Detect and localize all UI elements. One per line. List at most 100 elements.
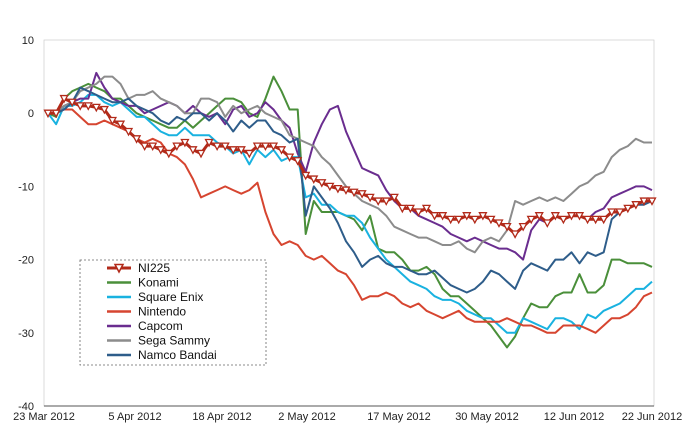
x-tick-label: 18 Apr 2012 — [192, 411, 251, 423]
legend-marker-ni225 — [113, 263, 125, 274]
data-point-ni225 — [486, 215, 496, 225]
data-point-ni225 — [236, 146, 246, 155]
y-tick-label: -10 — [18, 181, 34, 193]
data-point-ni225 — [373, 197, 383, 206]
y-tick-labels: 10 0 -10 -20 -30 -40 — [18, 35, 34, 413]
data-point-ni225 — [599, 215, 609, 225]
data-point-ni225 — [204, 138, 214, 148]
data-point-ni225 — [172, 142, 182, 152]
data-point-ni225 — [429, 212, 440, 221]
x-tick-label: 12 Jun 2012 — [544, 411, 605, 423]
data-point-ni225 — [301, 171, 311, 181]
data-point-ni225 — [293, 157, 303, 166]
data-point-ni225 — [470, 215, 480, 225]
legend-label-ni225: NI225 — [138, 261, 170, 275]
data-point-ni225 — [212, 142, 222, 152]
data-point-ni225 — [91, 103, 101, 113]
data-point-ni225 — [574, 212, 585, 221]
data-point-ni225 — [188, 146, 198, 155]
series-line-square-enix — [47, 93, 653, 334]
data-point-ni225 — [639, 197, 649, 206]
legend-label-konami: Konami — [138, 276, 179, 290]
data-point-ni225 — [478, 212, 488, 221]
data-point-ni225 — [99, 105, 109, 115]
data-point-ni225 — [607, 208, 617, 217]
data-point-ni225 — [357, 190, 367, 199]
data-point-ni225 — [518, 223, 528, 232]
x-tick-label: 17 May 2012 — [367, 411, 431, 423]
data-point-ni225 — [43, 109, 53, 119]
series-line-nintendo — [48, 108, 653, 334]
data-point-ni225 — [615, 208, 625, 217]
y-tick-label: -40 — [18, 401, 34, 413]
data-point-ni225 — [510, 230, 520, 239]
x-tick-label: 22 Jun 2012 — [622, 411, 683, 423]
legend-label-sega-sammy: Sega Sammy — [138, 334, 210, 348]
data-point-ni225 — [180, 138, 190, 148]
data-point-ni225 — [454, 215, 464, 225]
data-point-ni225 — [341, 186, 351, 195]
data-point-ni225 — [534, 212, 544, 221]
x-tick-label: 30 May 2012 — [455, 411, 519, 423]
data-point-ni225 — [494, 219, 504, 228]
data-point-ni225 — [59, 94, 69, 104]
data-point-ni225 — [51, 109, 61, 119]
data-point-ni225 — [83, 102, 93, 111]
data-point-ni225 — [462, 212, 472, 221]
data-point-ni225 — [381, 197, 391, 206]
data-point-ni225 — [526, 215, 536, 225]
data-point-ni225 — [75, 102, 85, 111]
data-point-ni225 — [164, 149, 174, 159]
y-tick-label: -30 — [18, 328, 34, 340]
legend-label-capcom: Capcom — [138, 319, 183, 333]
data-point-ni225 — [309, 175, 319, 184]
data-point-ni225 — [550, 212, 560, 221]
x-tick-label: 23 Mar 2012 — [13, 411, 75, 423]
data-point-ni225 — [148, 142, 158, 152]
data-point-ni225 — [566, 212, 577, 221]
data-point-ni225 — [438, 212, 448, 221]
data-point-ni225 — [591, 215, 601, 225]
data-point-ni225 — [252, 142, 262, 152]
data-point-ni225 — [405, 204, 415, 214]
data-point-ni225 — [421, 204, 432, 214]
y-tick-label: 10 — [22, 35, 34, 47]
data-point-ni225 — [582, 215, 593, 225]
x-tick-labels: 23 Mar 2012 5 Apr 2012 18 Apr 2012 2 May 20… — [13, 411, 682, 423]
data-point-ni225 — [131, 135, 142, 144]
data-point-ni225 — [260, 142, 271, 152]
data-point-ni225 — [397, 204, 407, 214]
data-point-ni225 — [67, 98, 77, 108]
data-point-ni225 — [107, 116, 118, 126]
data-point-ni225 — [244, 149, 254, 159]
data-point-ni225 — [140, 142, 150, 152]
data-point-ni225 — [647, 197, 657, 206]
data-point-ni225 — [389, 193, 399, 203]
data-point-ni225 — [196, 149, 206, 159]
data-point-ni225 — [276, 146, 287, 155]
y-tick-label: 0 — [28, 108, 34, 120]
x-tick-label: 5 Apr 2012 — [108, 411, 161, 423]
series-line-namco-bandai — [48, 86, 653, 294]
series-line-konami — [47, 75, 653, 349]
data-point-ni225 — [325, 182, 335, 192]
data-point-ni225 — [220, 142, 230, 152]
series-lines — [43, 71, 657, 349]
data-point-ni225 — [542, 219, 552, 228]
data-point-ni225 — [558, 215, 569, 225]
y-tick-label: -20 — [18, 255, 34, 267]
data-point-ni225 — [349, 188, 359, 198]
data-point-ni225 — [623, 204, 633, 214]
data-point-ni225 — [333, 184, 343, 194]
legend-label-square-enix: Square Enix — [138, 290, 203, 304]
data-point-ni225 — [446, 215, 456, 225]
data-point-ni225 — [156, 146, 166, 155]
data-point-ni225 — [268, 142, 279, 152]
data-point-ni225 — [285, 153, 295, 162]
data-point-ni225 — [365, 193, 375, 203]
data-point-ni225 — [228, 146, 238, 155]
data-point-ni225 — [413, 208, 424, 217]
x-tick-label: 2 May 2012 — [278, 411, 335, 423]
